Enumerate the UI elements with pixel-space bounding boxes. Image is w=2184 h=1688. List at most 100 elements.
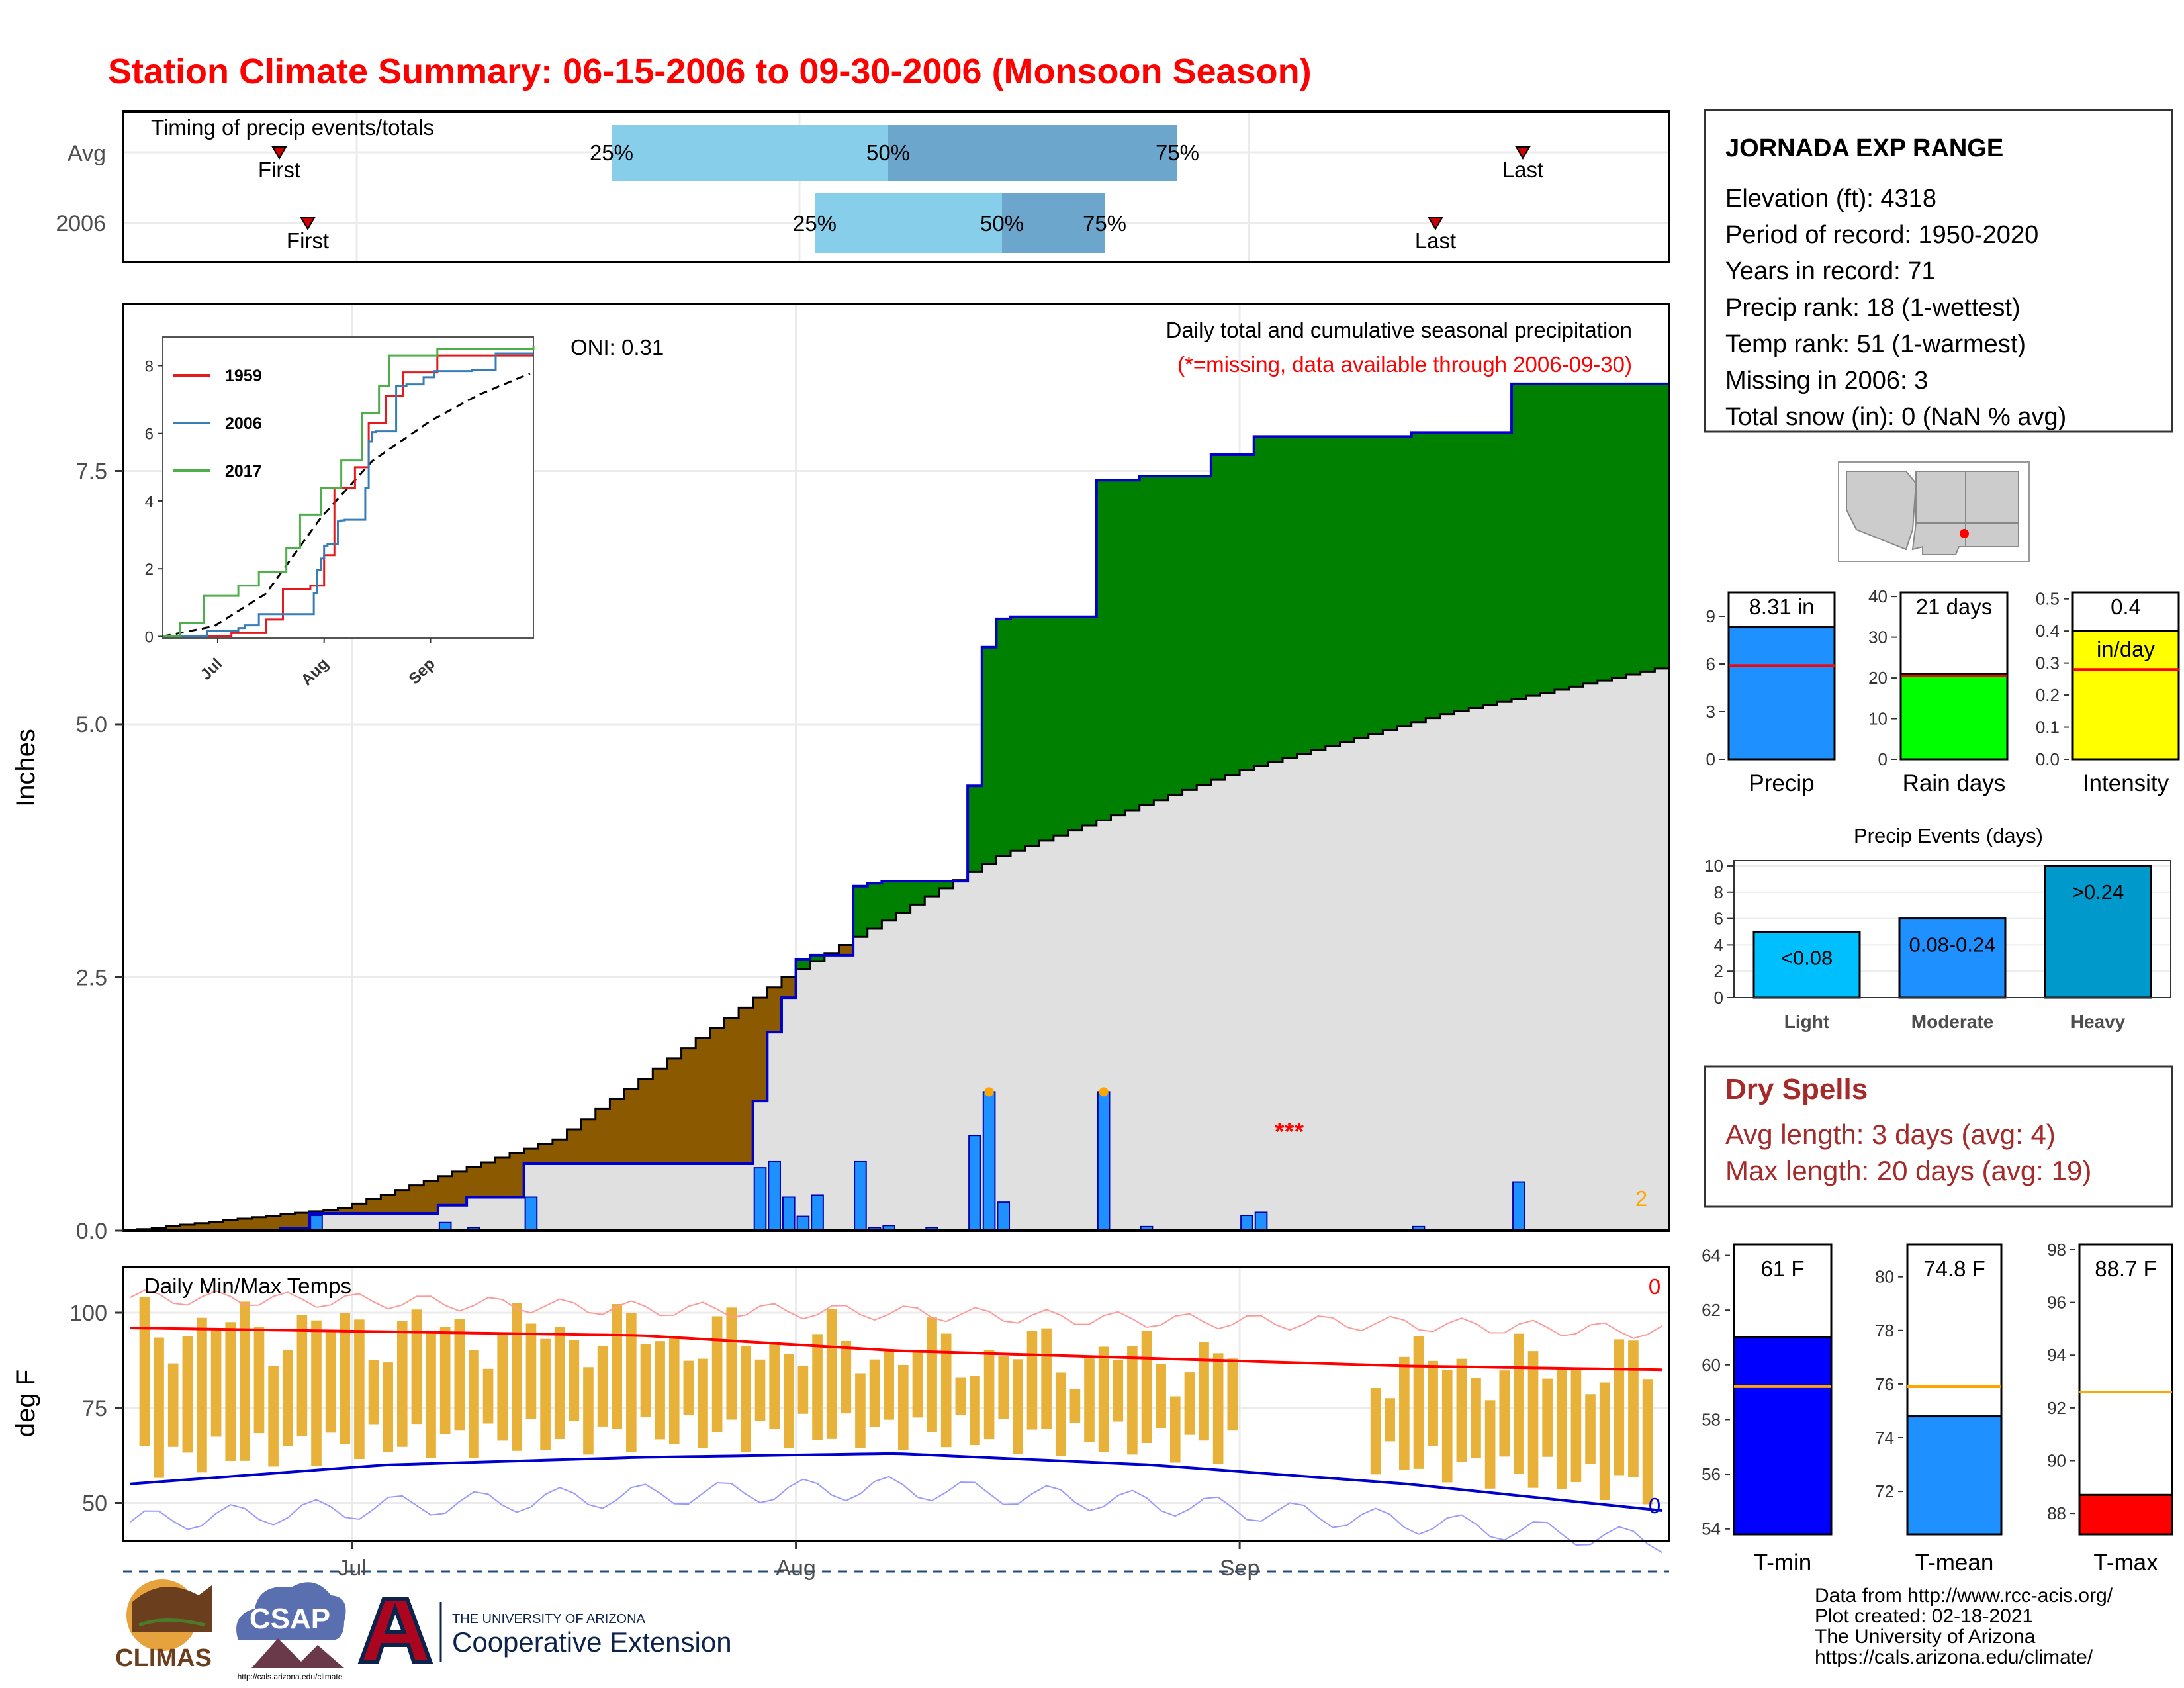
temp-bar-label: T-min (1754, 1550, 1812, 1575)
above-average-segment (1082, 616, 1097, 825)
average-cumulative-area (123, 668, 1669, 1231)
temp-bar-tick-label: 62 (1702, 1300, 1721, 1320)
temp-bar-tick-label: 90 (2047, 1451, 2066, 1471)
mini-bar-label: Intensity (2083, 771, 2169, 796)
daily-temp-range-bar (383, 1362, 393, 1452)
below-average-segment (538, 1144, 553, 1164)
inset-ytick-label: 0 (145, 628, 154, 646)
daily-temp-range-bar (1055, 1372, 1066, 1457)
station-line-4: Precip rank: 18 (1-wettest) (1725, 294, 2021, 322)
below-average-segment (180, 1225, 195, 1231)
footer-line-1: Data from http://www.rcc-acis.org/ (1815, 1585, 2113, 1607)
daily-temp-range-bar (325, 1330, 336, 1433)
temp-bar-t-max: 88 90 92 94 96 98 88.7 F T-max (2047, 1240, 2173, 1575)
csap-url: http://cals.arizona.edu/climate (238, 1672, 343, 1681)
temp-bar-fill (1733, 1336, 1833, 1536)
above-average-segment (1167, 476, 1183, 796)
below-average-segment (323, 1209, 338, 1213)
mini-bar-tick-label: 0.5 (2036, 589, 2060, 609)
above-average-segment (910, 881, 925, 905)
mini-bar-tick-label: 30 (1868, 628, 1888, 647)
avg-first-label: First (258, 158, 300, 182)
x-tick-label: Sep (1220, 1556, 1260, 1581)
above-average-segment (1426, 432, 1441, 718)
cumulative-2006-line (123, 382, 1669, 1232)
daily-precip-bar (524, 1196, 538, 1231)
daily-temp-range-bar (841, 1340, 852, 1414)
daily-temp-range-bar (182, 1336, 193, 1453)
mini-bar-tick-label: 0.2 (2036, 685, 2060, 705)
y2006-q25-q50-bar (815, 193, 1002, 253)
above-average-segment (1554, 383, 1570, 690)
daily-temp-range-bar (1484, 1400, 1496, 1489)
events-bar-label: >0.24 (2072, 880, 2124, 904)
timing-panel: Timing of precip events/totals Avg 25% 5… (56, 110, 1670, 263)
daily-temp-range-bar (1227, 1358, 1238, 1431)
above-average-segment (1482, 432, 1498, 705)
above-average-segment (1125, 480, 1140, 811)
daily-temp-range-bar (426, 1331, 436, 1458)
temp-bar-tick-label: 92 (2047, 1398, 2066, 1418)
above-average-segment (1626, 383, 1641, 675)
inset-legend-label: 1959 (225, 367, 262, 385)
daily-temp-range-bar (1156, 1364, 1166, 1428)
below-average-segment (338, 1208, 353, 1213)
above-average-segment (1024, 616, 1040, 846)
dry-spells-frame (1704, 1065, 2173, 1208)
above-average-segment (867, 883, 882, 929)
below-average-segment (381, 1194, 396, 1213)
above-average-segment (1411, 432, 1426, 722)
below-average-segment (208, 1221, 224, 1231)
daily-temp-range-bar (612, 1303, 623, 1429)
daily-temp-range-bar (1499, 1370, 1510, 1457)
above-average-segment (1655, 383, 1670, 669)
daily-temp-range-bar (1212, 1353, 1224, 1465)
daily-temp-range-bar (1184, 1372, 1195, 1435)
above-average-segment (1525, 383, 1541, 696)
daily-temp-range-bar (1570, 1370, 1582, 1483)
daily-temp-range-bar (1642, 1379, 1653, 1505)
events-bar-moderate (1898, 917, 2007, 999)
mini-bar-value-unit: in/day (2097, 637, 2156, 661)
daily-precip-bar (753, 1167, 767, 1231)
footer-line-3: The University of Arizona (1815, 1626, 2036, 1648)
above-average-segment (1512, 383, 1527, 699)
mini-bar-rain-days: 0 10 20 30 40 21 days Rain days (1868, 586, 2009, 796)
precip-ytick-label: 7.5 (76, 459, 107, 484)
mini-bar-value: 0.4 (2111, 594, 2141, 619)
record-tmin-line (130, 1476, 1662, 1554)
below-average-segment (452, 1171, 467, 1205)
daily-precip-bar (782, 1196, 796, 1231)
mini-bar-intensity: 0.0 0.1 0.2 0.3 0.4 0.5 0.4 in/day Intensity (2036, 589, 2180, 796)
avg-last-label: Last (1502, 158, 1543, 182)
average-cumulative-line (123, 667, 1669, 1232)
temp-panel-title: Daily Min/Max Temps (144, 1274, 351, 1298)
temp-bar-value: 74.8 F (1923, 1256, 1985, 1281)
avg-q50-label: 50% (866, 140, 910, 165)
temp-bar-tick-label: 94 (2047, 1345, 2066, 1365)
daily-temp-range-bar (253, 1327, 265, 1434)
x-tick-label: Jul (338, 1556, 366, 1581)
y2006-first-label: First (287, 228, 329, 253)
mini-bar-tick-label: 40 (1868, 586, 1888, 606)
daily-temp-range-bar (139, 1297, 150, 1446)
inset-ytick-label: 6 (145, 426, 154, 444)
daily-temp-range-bar (769, 1344, 780, 1430)
daily-temp-range-bar (869, 1359, 880, 1427)
below-average-segment (437, 1176, 453, 1205)
y2006-q25-label: 25% (793, 211, 837, 236)
below-average-segment (581, 1119, 596, 1164)
mini-bar-value: 8.31 in (1749, 594, 1814, 619)
daily-temp-range-bar (1399, 1356, 1410, 1470)
daily-temp-range-bar (1514, 1333, 1524, 1474)
daily-temp-range-bar (668, 1336, 680, 1444)
daily-temp-range-bar (340, 1313, 351, 1444)
inset-legend-label: 2017 (225, 462, 262, 481)
daily-temp-range-bar (396, 1321, 408, 1447)
daily-temp-range-bar (439, 1327, 451, 1434)
events-tick-label: 10 (1704, 856, 1723, 876)
daily-temp-range-bar (1614, 1339, 1625, 1476)
inset-ytick-label: 8 (145, 357, 154, 375)
temp-bar-tick-label: 64 (1702, 1246, 1721, 1266)
above-average-segment (1139, 476, 1154, 806)
